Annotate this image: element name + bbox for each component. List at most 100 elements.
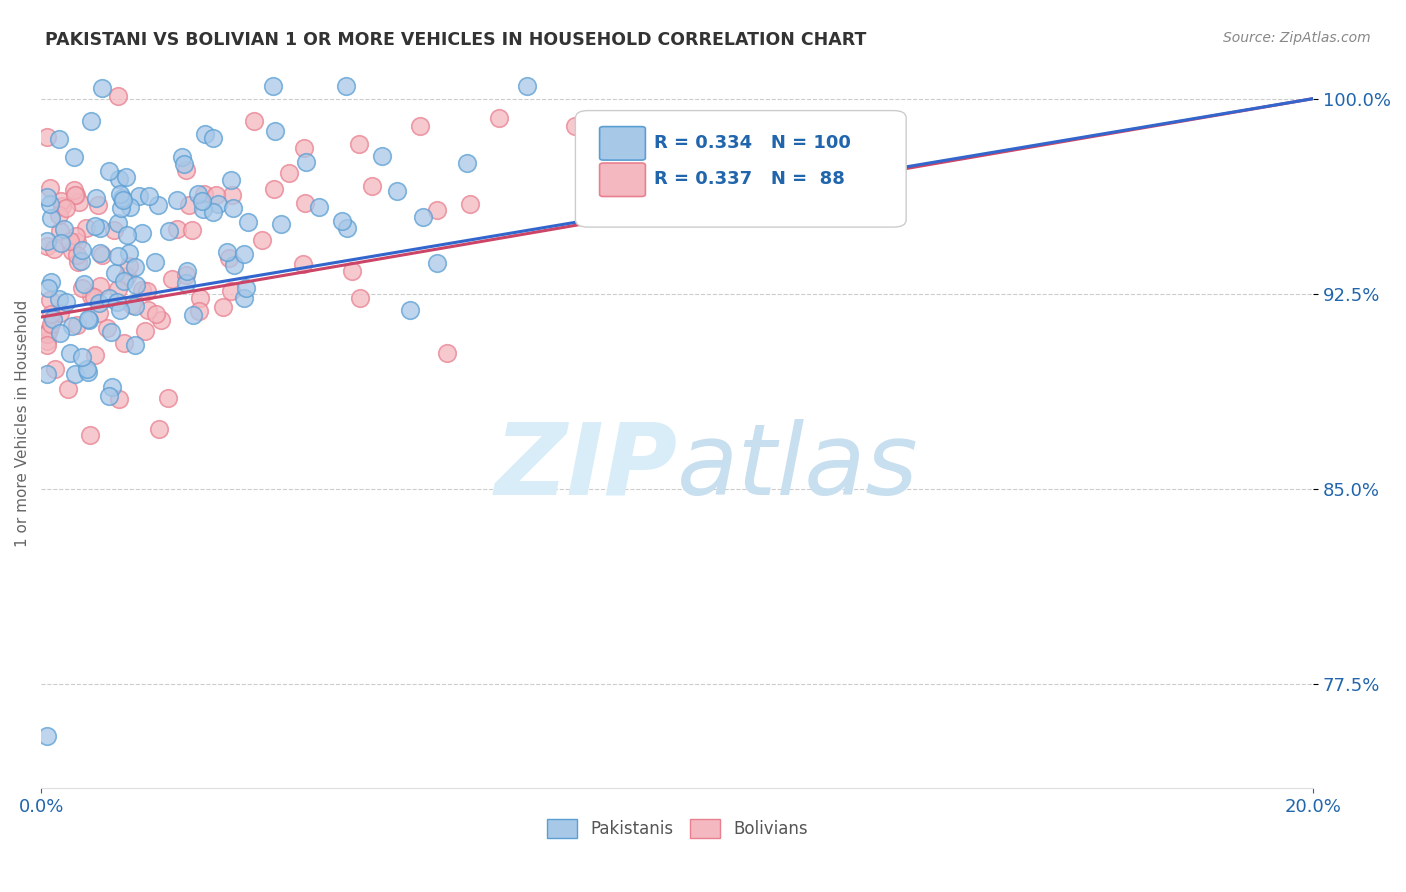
Point bbox=[128, 189, 150, 203]
Point bbox=[202, 131, 225, 145]
Point bbox=[39, 180, 62, 194]
Point bbox=[426, 255, 449, 269]
Point bbox=[49, 326, 72, 341]
Point bbox=[207, 196, 229, 211]
Point bbox=[101, 380, 124, 394]
Point bbox=[86, 192, 108, 206]
FancyBboxPatch shape bbox=[599, 127, 645, 160]
Point bbox=[76, 361, 98, 376]
Point bbox=[77, 311, 100, 326]
Point bbox=[44, 361, 66, 376]
Point bbox=[37, 326, 59, 341]
Point bbox=[66, 235, 89, 249]
Point bbox=[37, 190, 59, 204]
Point bbox=[37, 239, 59, 253]
Point bbox=[53, 222, 76, 236]
Point bbox=[135, 284, 157, 298]
Point bbox=[136, 302, 159, 317]
Point bbox=[188, 304, 211, 318]
Point bbox=[72, 350, 94, 364]
Point bbox=[232, 247, 254, 261]
Point bbox=[270, 217, 292, 231]
Text: PAKISTANI VS BOLIVIAN 1 OR MORE VEHICLES IN HOUSEHOLD CORRELATION CHART: PAKISTANI VS BOLIVIAN 1 OR MORE VEHICLES… bbox=[45, 31, 866, 49]
Point bbox=[103, 223, 125, 237]
Point bbox=[39, 307, 62, 321]
Point bbox=[65, 228, 87, 243]
Point bbox=[188, 292, 211, 306]
Point bbox=[138, 189, 160, 203]
Point bbox=[98, 164, 121, 178]
Point bbox=[107, 216, 129, 230]
Point bbox=[105, 295, 128, 310]
Point bbox=[77, 313, 100, 327]
Point bbox=[48, 292, 70, 306]
Point bbox=[118, 200, 141, 214]
Point bbox=[187, 187, 209, 202]
Point bbox=[112, 194, 135, 208]
Point bbox=[212, 300, 235, 314]
Point bbox=[194, 127, 217, 141]
Point bbox=[65, 187, 87, 202]
Point bbox=[111, 191, 134, 205]
Point bbox=[252, 233, 274, 247]
Point bbox=[436, 346, 458, 360]
Point bbox=[107, 282, 129, 296]
Point bbox=[181, 308, 204, 322]
Point bbox=[37, 234, 59, 248]
Point bbox=[217, 245, 239, 260]
Point bbox=[59, 346, 82, 360]
Point bbox=[118, 260, 141, 274]
Point bbox=[103, 267, 125, 281]
Point bbox=[39, 318, 62, 332]
Point bbox=[70, 253, 93, 268]
Point bbox=[114, 169, 136, 184]
Point bbox=[181, 223, 204, 237]
Point bbox=[488, 111, 510, 125]
Point bbox=[62, 183, 84, 197]
Point bbox=[295, 155, 318, 169]
Point bbox=[222, 258, 245, 272]
Point bbox=[84, 348, 107, 362]
Point bbox=[100, 325, 122, 339]
Point bbox=[98, 389, 121, 403]
Point bbox=[294, 195, 316, 210]
Point bbox=[108, 172, 131, 186]
Point bbox=[48, 132, 70, 146]
Point bbox=[426, 202, 449, 217]
Point bbox=[124, 299, 146, 313]
Point bbox=[264, 124, 287, 138]
Point bbox=[90, 247, 112, 261]
Point bbox=[166, 193, 188, 207]
Point bbox=[115, 268, 138, 283]
Point bbox=[202, 204, 225, 219]
Point bbox=[87, 296, 110, 310]
Point bbox=[38, 293, 60, 307]
Point bbox=[370, 149, 392, 163]
Point bbox=[170, 150, 193, 164]
Point bbox=[96, 320, 118, 334]
Point bbox=[44, 242, 66, 256]
Point bbox=[37, 281, 59, 295]
Point bbox=[177, 198, 200, 212]
Point bbox=[73, 277, 96, 292]
Point bbox=[37, 334, 59, 348]
Point bbox=[38, 196, 60, 211]
Point bbox=[174, 163, 197, 178]
Point bbox=[166, 221, 188, 235]
Point bbox=[39, 275, 62, 289]
Text: atlas: atlas bbox=[678, 419, 918, 516]
Point bbox=[204, 188, 226, 202]
Point bbox=[134, 324, 156, 338]
Point bbox=[115, 227, 138, 242]
Point bbox=[124, 337, 146, 351]
Point bbox=[49, 194, 72, 208]
Point bbox=[118, 246, 141, 260]
Point bbox=[174, 268, 197, 282]
Point bbox=[124, 260, 146, 275]
Point bbox=[63, 149, 86, 163]
Point bbox=[37, 729, 59, 743]
Point bbox=[516, 78, 538, 93]
Point bbox=[456, 155, 478, 169]
Point bbox=[335, 78, 357, 93]
Point bbox=[349, 291, 371, 305]
